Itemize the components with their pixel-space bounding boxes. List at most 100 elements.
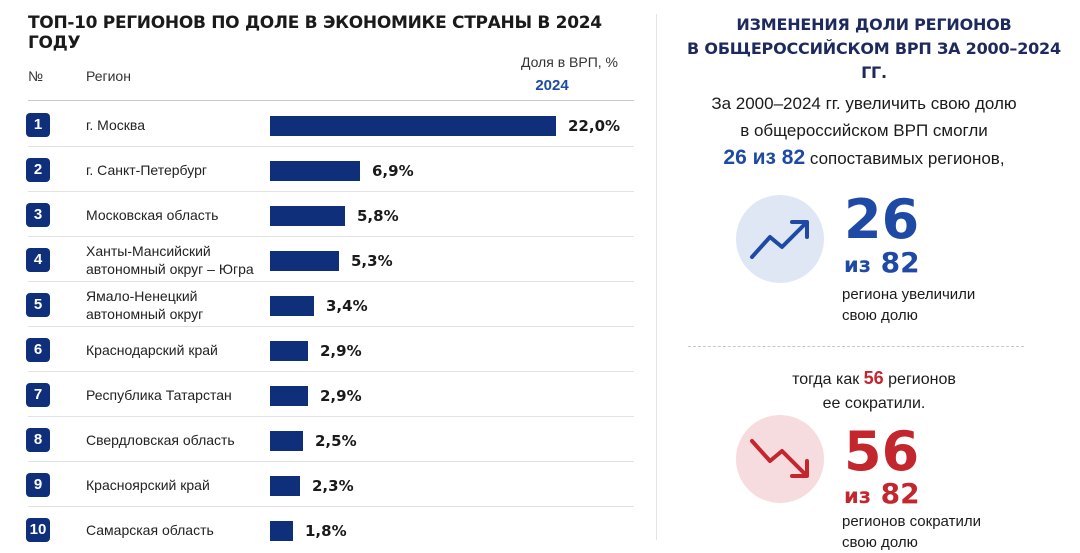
decrease-caption-line2: свою долю	[842, 534, 918, 551]
table-row: 9 Красноярский край 2,3%	[0, 463, 650, 507]
trend-down-icon	[750, 439, 809, 478]
middle-pre: тогда как	[792, 371, 864, 388]
changes-title-line1: ИЗМЕНЕНИЯ ДОЛИ РЕГИОНОВ	[736, 15, 1012, 34]
increase-caption-line1: региона увеличили	[842, 286, 976, 303]
row-divider	[28, 416, 634, 417]
row-divider	[28, 236, 634, 237]
rank-badge: 3	[26, 203, 50, 227]
region-label: г. Москва	[86, 117, 145, 133]
value-label: 5,8%	[357, 207, 399, 225]
region-label: Республика Татарстан	[86, 387, 232, 403]
rank-badge: 8	[26, 428, 50, 452]
value-label: 2,9%	[320, 342, 362, 360]
intro-highlight: 26 из 82	[723, 146, 806, 169]
row-divider	[28, 146, 634, 147]
region-label: Краснодарский край	[86, 342, 218, 358]
trend-up-circle	[736, 195, 824, 283]
region-label: Ханты-Мансийский автономный округ – Югра	[86, 243, 254, 277]
table-row: 2 г. Санкт-Петербург 6,9%	[0, 148, 650, 192]
top10-panel: ТОП-10 РЕГИОНОВ ПО ДОЛЕ В ЭКОНОМИКЕ СТРА…	[0, 13, 650, 542]
intro-line1: За 2000–2024 гг. увеличить свою долю	[711, 94, 1017, 113]
increase-total: 82	[880, 246, 920, 279]
decrease-total: 82	[880, 477, 920, 510]
column-header-year: 2024	[535, 77, 569, 94]
increase-caption: региона увеличили свою долю	[842, 284, 1062, 326]
row-divider	[28, 371, 634, 372]
middle-number: 56	[863, 368, 884, 388]
row-divider	[28, 506, 634, 507]
column-header-share: Доля в ВРП, %	[520, 54, 618, 70]
changes-panel: ИЗМЕНЕНИЯ ДОЛИ РЕГИОНОВ В ОБЩЕРОССИЙСКОМ…	[658, 0, 1080, 551]
middle-text: тогда как 56 регионов ее сократили.	[678, 366, 1070, 416]
rank-badge: 6	[26, 338, 50, 362]
value-label: 2,5%	[315, 432, 357, 450]
table-row: 1 г. Москва 22,0%	[0, 103, 650, 147]
bar	[270, 251, 339, 271]
changes-title: ИЗМЕНЕНИЯ ДОЛИ РЕГИОНОВ В ОБЩЕРОССИЙСКОМ…	[678, 13, 1070, 85]
intro-line2: в общероссийском ВРП смогли	[740, 121, 988, 140]
table-row: 4 Ханты-Мансийский автономный округ – Югр…	[0, 238, 650, 282]
trend-down-circle	[736, 415, 824, 503]
row-divider	[28, 326, 634, 327]
rank-badge: 7	[26, 383, 50, 407]
table-row: 8 Свердловская область 2,5%	[0, 418, 650, 462]
bar	[270, 476, 300, 496]
table-row: 3 Московская область 5,8%	[0, 193, 650, 237]
bar	[270, 431, 303, 451]
bar	[270, 161, 360, 181]
table-row: 10 Самарская область 1,8%	[0, 508, 650, 552]
decrease-number: 56	[844, 420, 920, 483]
bar	[270, 521, 293, 541]
value-label: 2,3%	[312, 477, 354, 495]
value-label: 5,3%	[351, 252, 393, 270]
middle-line1: тогда как 56 регионов	[678, 366, 1070, 392]
table-row: 6 Краснодарский край 2,9%	[0, 328, 650, 372]
increase-of-word: из	[844, 253, 871, 277]
trend-up-icon	[750, 220, 809, 259]
region-label: Ямало-Ненецкий автономный округ	[86, 288, 204, 322]
value-label: 1,8%	[305, 522, 347, 540]
changes-title-line2: В ОБЩЕРОССИЙСКОМ ВРП ЗА 2000–2024 ГГ.	[687, 39, 1061, 82]
column-header-region: Регион	[86, 68, 131, 84]
decrease-caption: регионов сократили свою долю	[842, 511, 1062, 553]
row-divider	[28, 281, 634, 282]
bar	[270, 386, 308, 406]
bar	[270, 296, 314, 316]
table-row: 5 Ямало-Ненецкий автономный округ 3,4%	[0, 283, 650, 327]
middle-line2: ее сократили.	[822, 395, 926, 412]
chart-title: ТОП-10 РЕГИОНОВ ПО ДОЛЕ В ЭКОНОМИКЕ СТРА…	[28, 13, 602, 53]
row-divider	[28, 191, 634, 192]
panel-divider	[656, 14, 657, 540]
region-label: Московская область	[86, 207, 219, 223]
value-label: 3,4%	[326, 297, 368, 315]
rank-badge: 10	[26, 518, 50, 542]
region-label: г. Санкт-Петербург	[86, 162, 207, 178]
rank-badge: 1	[26, 113, 50, 137]
table-row: 7 Республика Татарстан 2,9%	[0, 373, 650, 417]
increase-number: 26	[844, 188, 920, 251]
bar	[270, 206, 345, 226]
value-label: 22,0%	[568, 117, 621, 135]
section-divider	[688, 346, 1024, 347]
intro-line3: 26 из 82 сопоставимых регионов,	[678, 144, 1050, 172]
value-label: 2,9%	[320, 387, 362, 405]
row-divider	[28, 461, 634, 462]
decrease-of-word: из	[844, 484, 871, 508]
rank-badge: 9	[26, 473, 50, 497]
intro-text: За 2000–2024 гг. увеличить свою долю в о…	[678, 90, 1050, 172]
intro-line3-rest: сопоставимых регионов,	[805, 149, 1005, 168]
value-label: 6,9%	[372, 162, 414, 180]
decrease-caption-line1: регионов сократили	[842, 513, 981, 530]
region-label: Самарская область	[86, 522, 214, 538]
increase-of-total: из 82	[844, 247, 920, 281]
bar	[270, 116, 556, 136]
bar	[270, 341, 308, 361]
rank-badge: 2	[26, 158, 50, 182]
increase-caption-line2: свою долю	[842, 307, 918, 324]
rank-badge: 4	[26, 248, 50, 272]
rank-badge: 5	[26, 293, 50, 317]
middle-post: регионов	[883, 371, 956, 388]
header-divider	[28, 100, 634, 101]
decrease-of-total: из 82	[844, 478, 920, 512]
region-label: Свердловская область	[86, 432, 235, 448]
